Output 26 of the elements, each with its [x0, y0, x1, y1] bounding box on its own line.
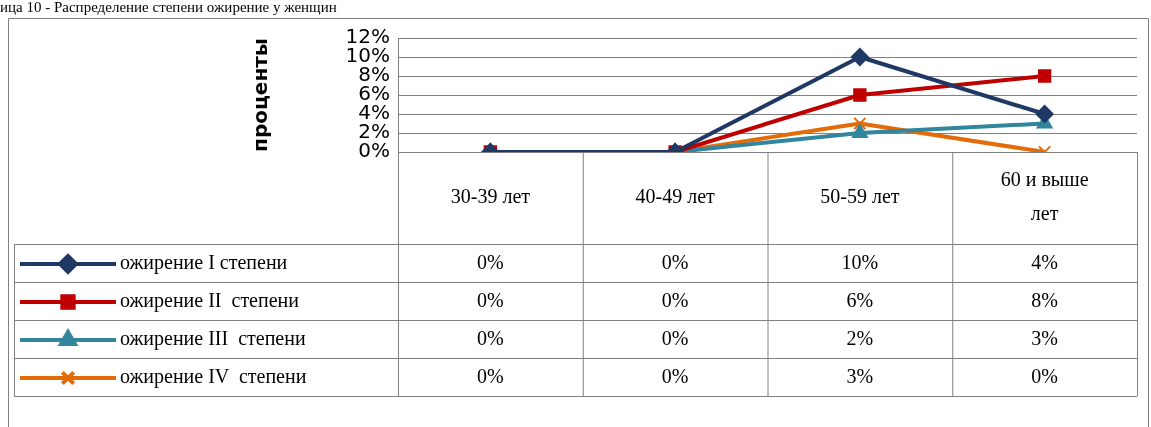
x-tick-label: 50-59 лет [820, 185, 900, 208]
data-label: 0% [477, 327, 504, 350]
data-label: 8% [1031, 289, 1058, 312]
data-label: 3% [1031, 327, 1058, 350]
data-label: 3% [846, 365, 874, 388]
data-label: 0% [661, 251, 689, 274]
data-label: 10% [841, 251, 879, 274]
data-label: 0% [661, 289, 689, 312]
data-label: 2% [846, 327, 874, 350]
y-axis-title: проценты [248, 38, 273, 152]
data-label: 0% [661, 365, 689, 388]
x-tick-label: 40-49 лет [635, 185, 716, 208]
legend-label: ожирение II степени [120, 289, 300, 313]
x-tick-label: 30-39 лет [450, 185, 531, 208]
data-label: 6% [846, 289, 874, 312]
legend-label: ожирение I степени [120, 251, 288, 275]
text: ица 10 - Распределение степени ожирение у женщин [0, 0, 337, 16]
data-label: 0% [477, 289, 504, 312]
data-label: 4% [1031, 251, 1058, 274]
legend-label: ожирение III степени [120, 327, 306, 351]
data-label: 0% [477, 365, 504, 388]
data-label: 0% [661, 327, 689, 350]
x-tick-label: 60 и выше лет [1000, 168, 1089, 225]
data-label: 0% [477, 251, 504, 274]
data-label: 0% [1031, 365, 1058, 388]
legend-label: ожирение IV степени [120, 365, 307, 389]
